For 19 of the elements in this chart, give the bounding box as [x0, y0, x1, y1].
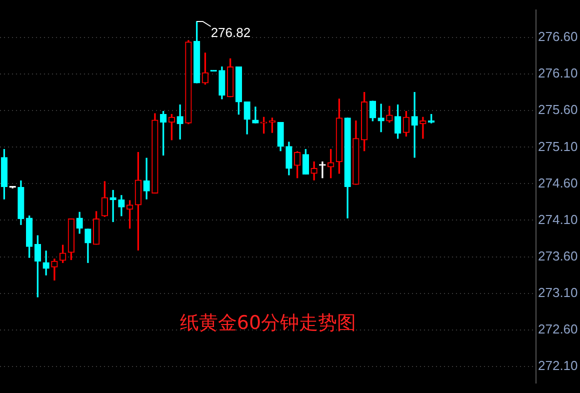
- y-tick-label: 276.10: [538, 66, 578, 81]
- annotation: 276.82: [210, 25, 251, 40]
- candlestick: [378, 104, 384, 132]
- y-tick-label: 274.10: [538, 212, 578, 227]
- candlestick: [420, 116, 426, 139]
- candlestick: [411, 92, 418, 158]
- y-tick-label: 273.10: [538, 284, 578, 300]
- y-tick-label: 272.10: [538, 358, 578, 373]
- y-tick-label: 276.60: [538, 29, 578, 44]
- y-tick-label: 274.60: [538, 175, 578, 190]
- candlestick: [42, 250, 50, 276]
- candlestick: [252, 106, 259, 124]
- y-tick-label: 275.10: [538, 138, 578, 154]
- y-tick-label: 272.60: [538, 321, 578, 336]
- text: 纸黄金60分钟走势图: [178, 311, 358, 336]
- candlestick: [319, 161, 326, 178]
- y-tick-label: 275.60: [538, 102, 578, 118]
- y-tick-label: 273.60: [538, 248, 578, 264]
- candlestick: [176, 104, 184, 140]
